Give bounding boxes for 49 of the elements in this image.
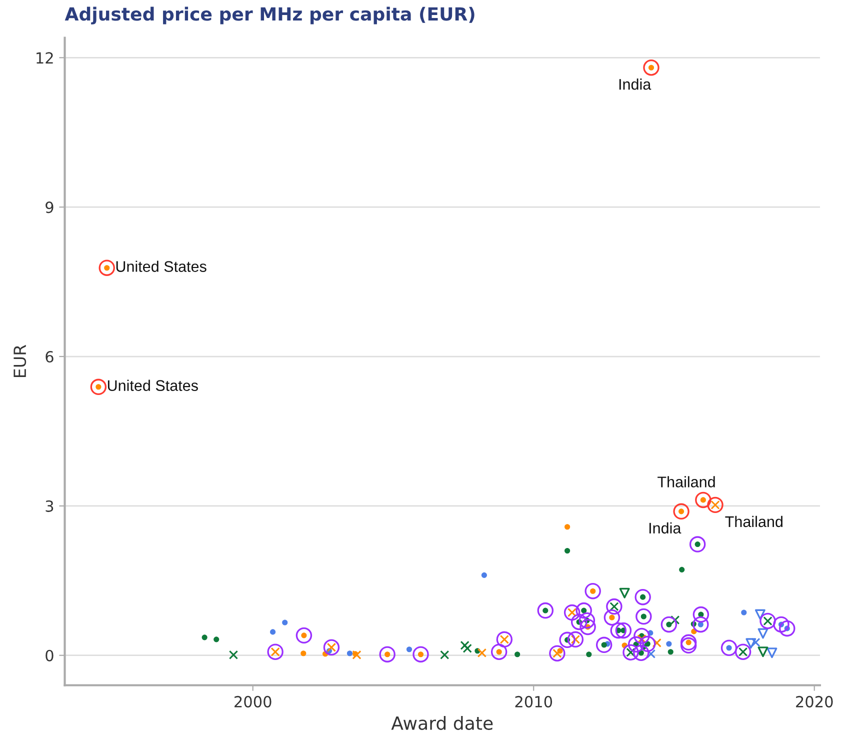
point <box>514 652 520 658</box>
point <box>228 650 238 660</box>
point <box>564 548 570 554</box>
point <box>300 650 306 656</box>
point <box>477 648 487 658</box>
point <box>679 566 685 572</box>
x-tick-label: 2020 <box>796 696 833 708</box>
point <box>758 628 768 639</box>
point <box>766 648 778 658</box>
annotation: United States <box>116 260 206 272</box>
point <box>619 588 630 598</box>
point <box>586 652 592 658</box>
point <box>746 638 756 649</box>
point <box>462 644 472 653</box>
point <box>741 610 747 616</box>
point <box>666 641 672 647</box>
y-tick-label: 0 <box>46 650 54 662</box>
point <box>758 646 768 658</box>
annotation: India <box>649 522 682 534</box>
point <box>270 629 276 635</box>
point <box>352 650 362 660</box>
point <box>214 636 220 642</box>
point <box>460 640 470 650</box>
chart-title: Adjusted price per MHz per capita (EUR) <box>64 6 474 24</box>
point <box>564 524 570 530</box>
point <box>652 638 662 648</box>
point <box>481 572 487 578</box>
x-axis-title: Award date <box>391 716 493 730</box>
annotation: United States <box>108 380 198 391</box>
point <box>346 650 352 656</box>
point <box>406 646 412 652</box>
y-tick-label: 12 <box>36 52 53 64</box>
annotation: Thailand <box>658 476 715 488</box>
point <box>646 649 656 658</box>
point <box>670 615 680 625</box>
point <box>202 634 208 640</box>
point <box>754 609 766 620</box>
x-tick-label: 2000 <box>234 696 272 708</box>
y-axis-title: EUR <box>14 344 26 378</box>
annotation: Thailand <box>725 516 782 528</box>
y-tick-label: 3 <box>46 500 54 512</box>
point <box>668 649 674 655</box>
point <box>440 650 450 660</box>
y-tick-label: 6 <box>46 350 54 363</box>
x-tick-label: 2010 <box>515 696 552 708</box>
annotation: India <box>619 78 652 90</box>
point <box>282 620 288 626</box>
y-tick-label: 9 <box>46 202 54 214</box>
point <box>751 638 760 647</box>
